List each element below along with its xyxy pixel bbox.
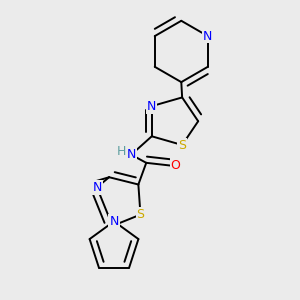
Text: N: N [203, 30, 212, 43]
Text: N: N [92, 181, 102, 194]
Text: O: O [171, 159, 181, 172]
Text: H: H [117, 145, 127, 158]
Text: N: N [127, 148, 136, 161]
Text: S: S [136, 208, 145, 221]
Text: N: N [147, 100, 157, 112]
Text: S: S [178, 139, 186, 152]
Text: N: N [109, 215, 119, 228]
